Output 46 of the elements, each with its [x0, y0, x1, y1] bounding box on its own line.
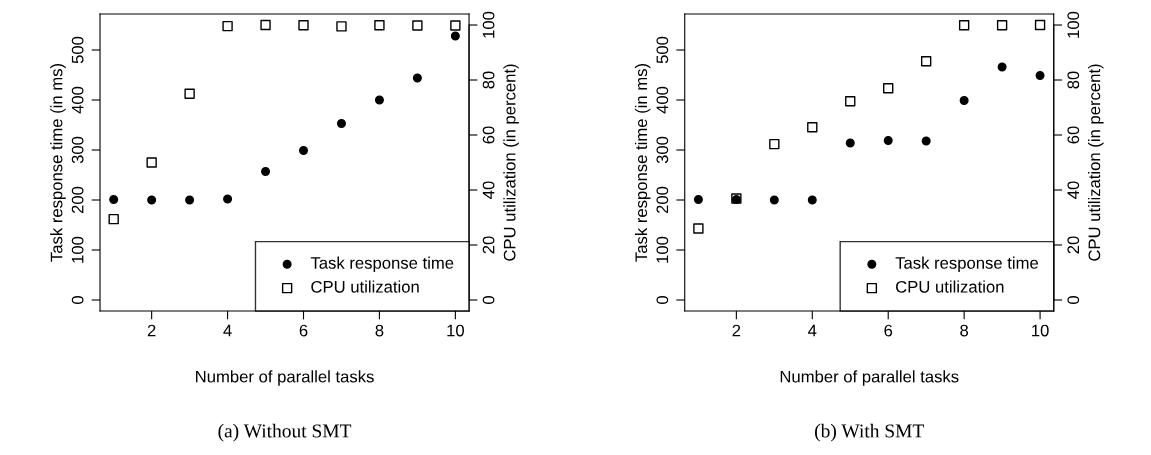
x-tick-label: 8 [375, 324, 384, 337]
y2-axis-title: CPU utilization (in percent) [1088, 64, 1104, 261]
x-tick-label: 10 [447, 324, 464, 337]
y-tick-label: 0 [71, 296, 84, 304]
y2-tick-label: 20 [1067, 236, 1080, 254]
y-axis-title: Task response time (in ms) [50, 63, 66, 262]
y-tick-label: 300 [656, 136, 669, 164]
y-axis-title: Task response time (in ms) [634, 63, 651, 262]
y2-tick-label: 40 [1067, 181, 1080, 199]
x-tick-label: 6 [884, 324, 893, 337]
y2-tick-label: 0 [482, 296, 495, 304]
y-tick-label: 200 [71, 186, 84, 214]
x-tick-label: 10 [1032, 324, 1049, 337]
y-tick-label: 200 [656, 186, 669, 214]
y-tick-label: 100 [656, 236, 669, 263]
y-tick-label: 0 [656, 296, 669, 304]
y2-tick-label: 100 [1067, 11, 1080, 38]
legend-label: CPU utilization [896, 280, 1004, 293]
x-tick-label: 6 [299, 324, 308, 337]
x-axis-title: Number of parallel tasks [780, 370, 959, 386]
y2-tick-label: 0 [1067, 296, 1080, 304]
y2-tick-label: 60 [482, 126, 495, 144]
y-tick-label: 400 [71, 86, 84, 114]
y2-axis-title: CPU utilization (in percent) [503, 64, 519, 261]
y-tick-label: 400 [656, 86, 669, 114]
y-tick-label: 500 [71, 36, 84, 64]
x-tick-label: 2 [147, 324, 156, 337]
x-tick-label: 4 [808, 324, 817, 337]
y2-tick-label: 40 [482, 181, 495, 199]
x-tick-label: 8 [960, 324, 969, 337]
y2-tick-label: 100 [482, 11, 495, 38]
text: (a) Without SMT [218, 423, 352, 442]
x-tick-label: 4 [223, 324, 232, 337]
x-axis-title: Number of parallel tasks [196, 370, 374, 386]
x-tick-label: 2 [732, 324, 741, 337]
y-tick-label: 500 [656, 36, 669, 64]
y2-tick-label: 80 [482, 71, 495, 89]
y-tick-label: 100 [71, 236, 84, 263]
text: (b) With SMT [815, 423, 924, 442]
legend-label: CPU utilization [311, 280, 419, 293]
legend-label: Task response time [895, 256, 1039, 273]
y2-tick-label: 60 [1067, 126, 1080, 144]
legend-label: Task response time [310, 256, 454, 273]
y2-tick-label: 80 [1067, 71, 1080, 89]
y-tick-label: 300 [71, 136, 84, 164]
y2-tick-label: 20 [482, 236, 495, 254]
